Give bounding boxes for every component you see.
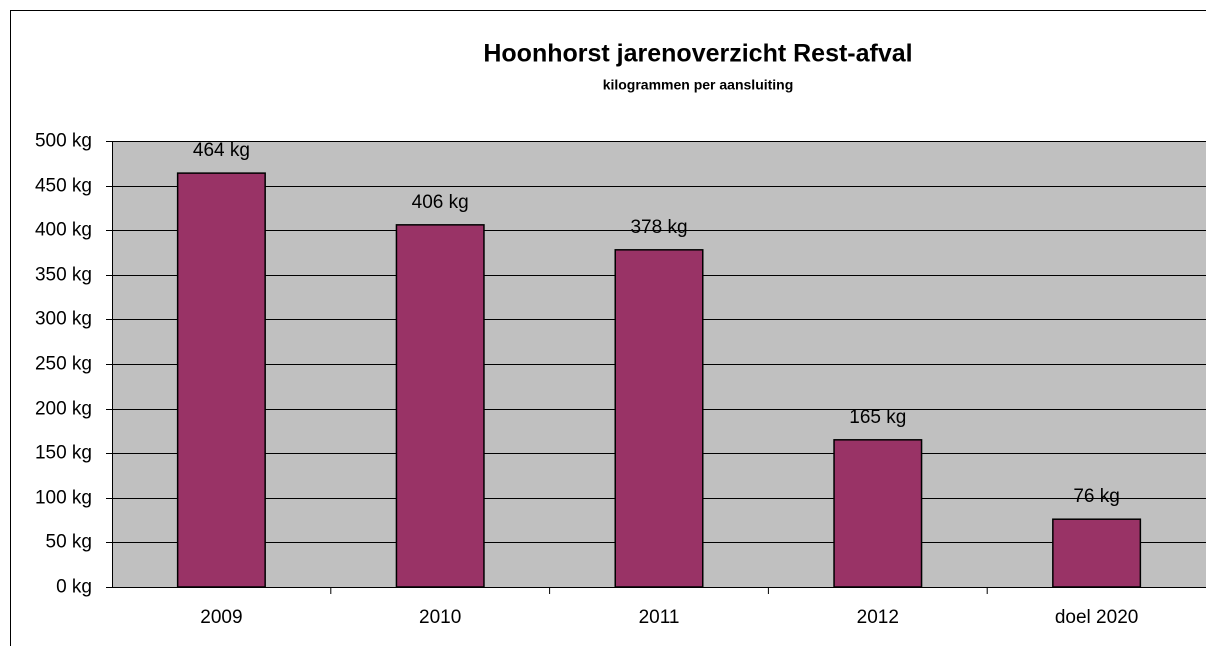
x-tick-label: 2009 (200, 607, 242, 628)
data-label: 165 kg (849, 407, 906, 428)
y-tick-label: 200 kg (35, 399, 92, 420)
bar (176, 172, 266, 588)
x-tick-label: doel 2020 (1055, 607, 1138, 628)
chart-subtitle: kilogrammen per aansluiting (603, 77, 794, 93)
y-tick-label: 50 kg (46, 532, 92, 553)
x-tick-label: 2012 (857, 607, 899, 628)
data-label: 464 kg (193, 140, 250, 161)
data-label: 378 kg (630, 217, 687, 238)
bar (833, 439, 923, 588)
y-tick-label: 150 kg (35, 443, 92, 464)
y-tick-label: 350 kg (35, 265, 92, 286)
y-tick-label: 300 kg (35, 309, 92, 330)
data-label: 76 kg (1073, 486, 1119, 507)
bar (395, 224, 485, 588)
y-tick-label: 250 kg (35, 354, 92, 375)
y-tick-label: 400 kg (35, 220, 92, 241)
x-tick-label: 2010 (419, 607, 461, 628)
bar (1052, 518, 1142, 588)
y-tick-label: 100 kg (35, 488, 92, 509)
y-tick-label: 0 kg (56, 577, 92, 598)
data-label: 406 kg (412, 192, 469, 213)
x-tick-label: 2011 (639, 607, 680, 628)
y-tick-label: 500 kg (35, 131, 92, 152)
chart-title: Hoonhorst jarenoverzicht Rest-afval (483, 40, 912, 68)
y-tick-label: 450 kg (35, 176, 92, 197)
bar (614, 249, 704, 588)
